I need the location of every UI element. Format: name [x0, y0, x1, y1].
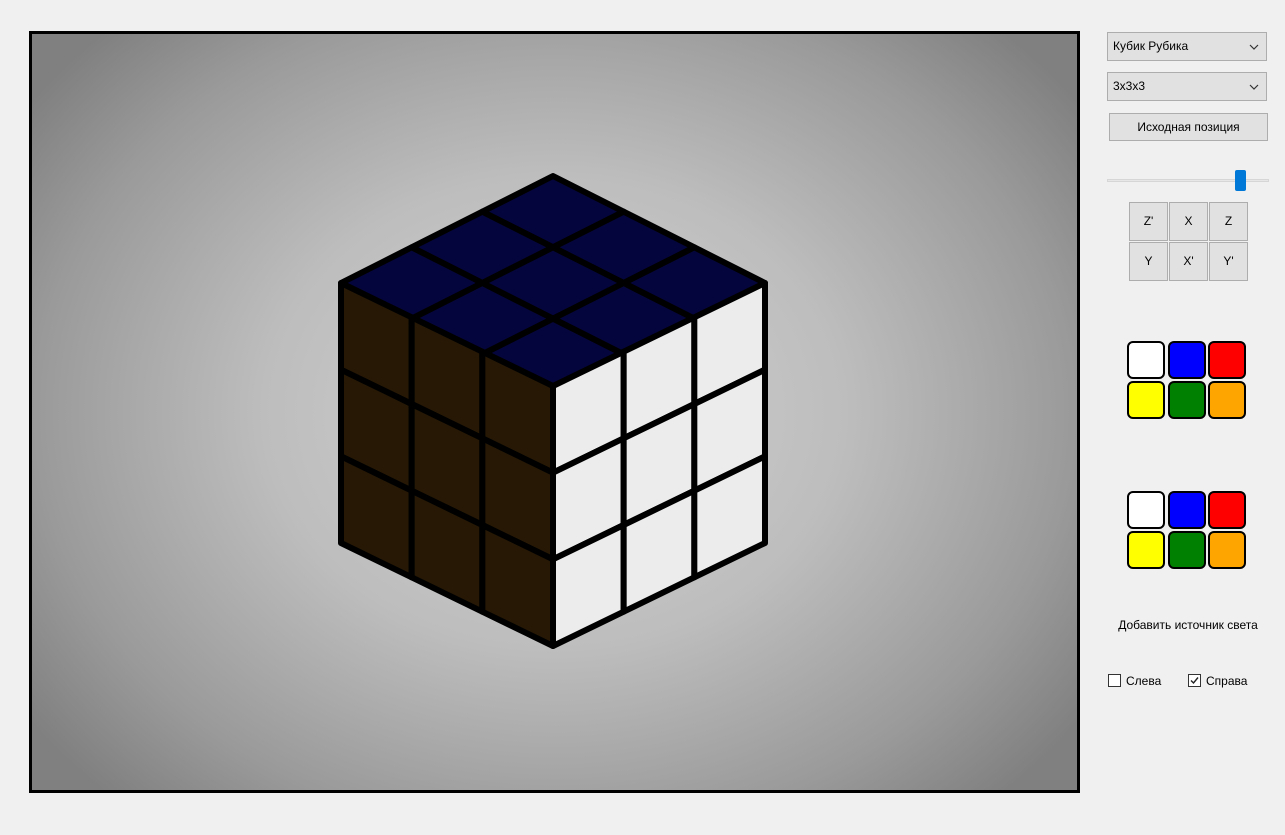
rotate-z-button[interactable]: Z	[1209, 202, 1248, 241]
rotate-y-prime-button[interactable]: Y'	[1209, 242, 1248, 281]
color-swatch[interactable]	[1127, 491, 1165, 529]
chevron-down-icon	[1249, 44, 1259, 50]
rotate-z-prime-button[interactable]: Z'	[1129, 202, 1168, 241]
color-swatch[interactable]	[1127, 381, 1165, 419]
reset-position-button[interactable]: Исходная позиция	[1109, 113, 1268, 141]
rotate-y-button[interactable]: Y	[1129, 242, 1168, 281]
color-palette-2	[1127, 491, 1249, 573]
color-swatch[interactable]	[1208, 341, 1246, 379]
checkbox-box[interactable]	[1108, 674, 1121, 687]
slider-track[interactable]	[1107, 179, 1269, 182]
puzzle-type-select[interactable]: Кубик Рубика	[1107, 32, 1267, 61]
cube-size-select[interactable]: 3x3x3	[1107, 72, 1267, 101]
checkmark-icon	[1190, 677, 1199, 685]
add-light-source-label: Добавить источник света	[1118, 618, 1258, 632]
rubiks-cube[interactable]	[32, 34, 1077, 790]
cube-size-value: 3x3x3	[1113, 79, 1146, 93]
color-swatch[interactable]	[1127, 341, 1165, 379]
chevron-down-icon	[1249, 84, 1259, 90]
speed-slider[interactable]	[1107, 170, 1269, 192]
color-swatch[interactable]	[1208, 381, 1246, 419]
color-swatch[interactable]	[1208, 491, 1246, 529]
color-palette-1	[1127, 341, 1249, 423]
puzzle-type-value: Кубик Рубика	[1113, 39, 1189, 53]
rotate-x-prime-button[interactable]: X'	[1169, 242, 1208, 281]
cube-right-sticker[interactable]	[691, 453, 768, 581]
color-swatch[interactable]	[1168, 341, 1206, 379]
slider-thumb[interactable]	[1234, 170, 1246, 191]
checkbox-box[interactable]	[1188, 674, 1201, 687]
color-swatch[interactable]	[1168, 531, 1206, 569]
color-swatch[interactable]	[1168, 381, 1206, 419]
light-right-label: Справа	[1206, 674, 1248, 688]
color-swatch[interactable]	[1208, 531, 1246, 569]
cube-viewport[interactable]	[29, 31, 1080, 793]
color-swatch[interactable]	[1168, 491, 1206, 529]
color-swatch[interactable]	[1127, 531, 1165, 569]
light-left-label: Слева	[1126, 674, 1162, 688]
rotate-x-button[interactable]: X	[1169, 202, 1208, 241]
